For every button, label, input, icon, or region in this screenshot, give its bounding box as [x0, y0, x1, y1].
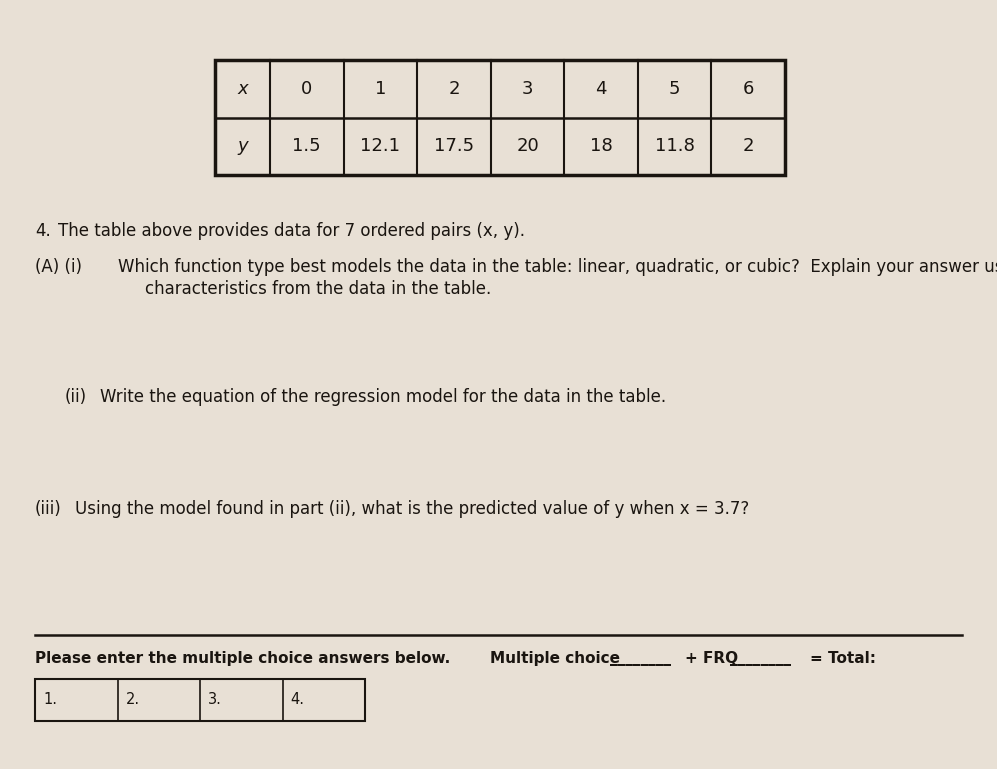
Text: 18: 18	[589, 137, 612, 155]
Text: Multiple choice: Multiple choice	[490, 651, 625, 666]
Text: 3.: 3.	[208, 693, 222, 707]
Text: characteristics from the data in the table.: characteristics from the data in the tab…	[145, 280, 492, 298]
Text: 1.5: 1.5	[292, 137, 321, 155]
Text: Using the model found in part (ii), what is the predicted value of y when x = 3.: Using the model found in part (ii), what…	[75, 500, 750, 518]
Text: 5: 5	[669, 80, 680, 98]
Text: (A) (i): (A) (i)	[35, 258, 82, 276]
Text: 17.5: 17.5	[434, 137, 474, 155]
Text: 2: 2	[449, 80, 460, 98]
Text: 1.: 1.	[43, 693, 57, 707]
Text: 12.1: 12.1	[360, 137, 401, 155]
Text: y: y	[237, 137, 248, 155]
Text: ________: ________	[730, 651, 791, 666]
Text: 4.: 4.	[290, 693, 304, 707]
Text: (iii): (iii)	[35, 500, 62, 518]
Text: 20: 20	[516, 137, 538, 155]
Bar	[215, 60, 785, 175]
Text: ________: ________	[610, 651, 671, 666]
Text: = Total:: = Total:	[810, 651, 876, 666]
Text: + FRQ: + FRQ	[685, 651, 738, 666]
Text: The table above provides data for 7 ordered pairs (x, y).: The table above provides data for 7 orde…	[58, 222, 525, 240]
Text: Please enter the multiple choice answers below.: Please enter the multiple choice answers…	[35, 651, 451, 666]
Text: 1: 1	[375, 80, 386, 98]
Text: Which function type best models the data in the table: linear, quadratic, or cub: Which function type best models the data…	[118, 258, 997, 276]
Text: 4: 4	[595, 80, 607, 98]
Text: 0: 0	[301, 80, 312, 98]
Text: 6: 6	[743, 80, 754, 98]
Text: 2: 2	[743, 137, 754, 155]
Text: 2.: 2.	[126, 693, 140, 707]
Text: x: x	[237, 80, 248, 98]
Bar	[35, 679, 365, 721]
Text: 4.: 4.	[35, 222, 51, 240]
Text: 11.8: 11.8	[655, 137, 695, 155]
Text: 3: 3	[521, 80, 533, 98]
Text: Write the equation of the regression model for the data in the table.: Write the equation of the regression mod…	[100, 388, 666, 406]
Text: (ii): (ii)	[65, 388, 87, 406]
